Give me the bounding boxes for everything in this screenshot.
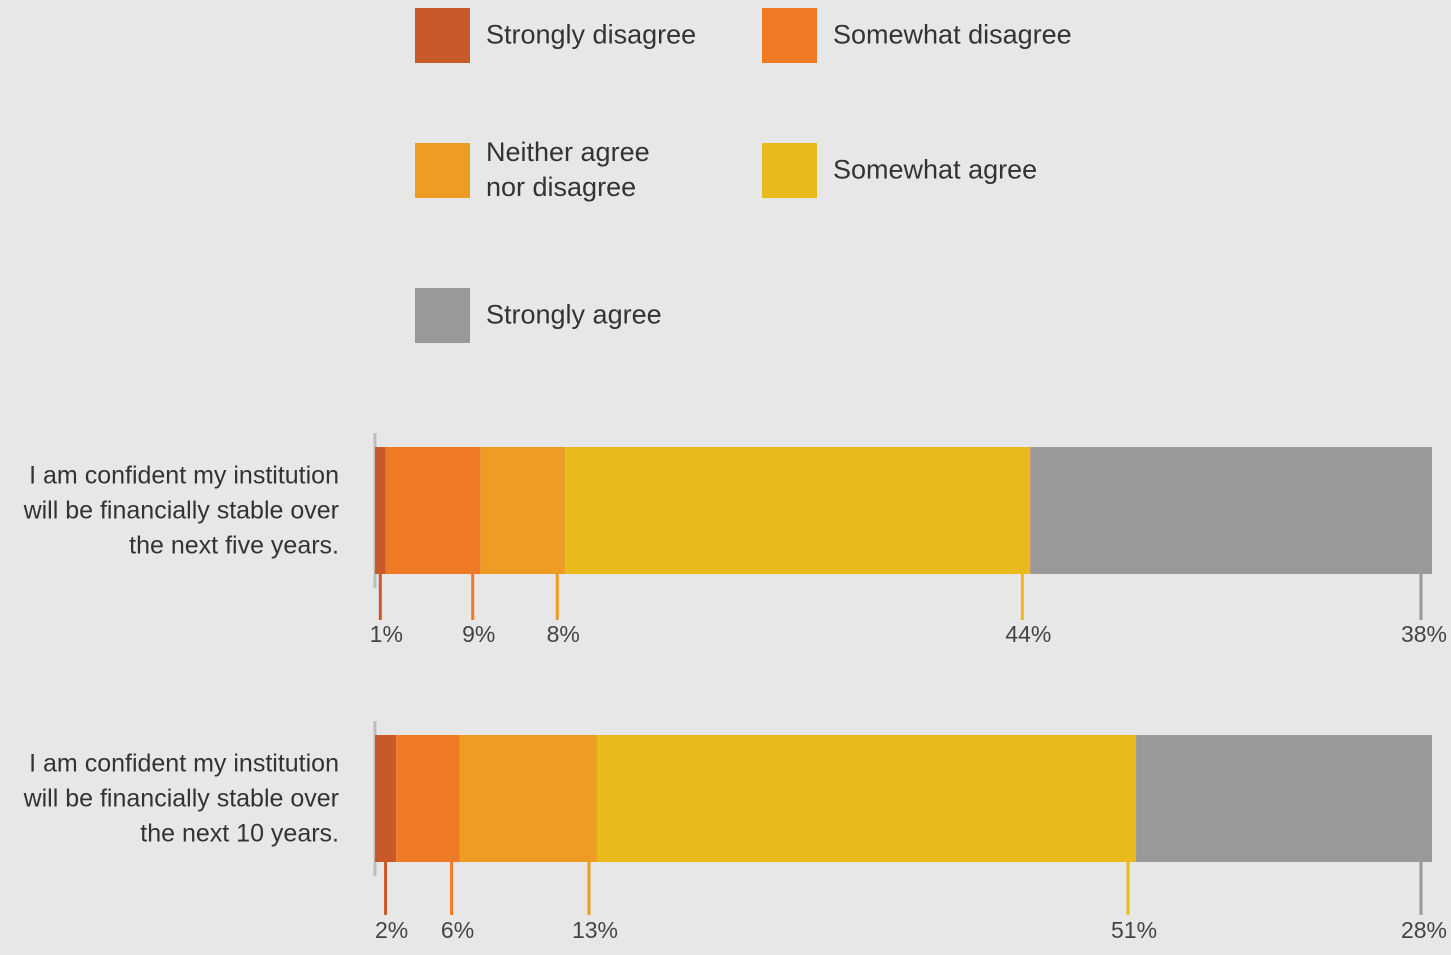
bar-segment-neither-agree-nor-disagree: [480, 447, 566, 574]
value-label: 9%: [462, 621, 495, 647]
value-label: 13%: [572, 917, 618, 943]
category-label: will be financially stable over: [23, 497, 339, 525]
legend-swatch: [762, 143, 817, 198]
plot-area: I am confident my institution will be fin…: [23, 433, 1447, 943]
legend-swatch: [415, 143, 470, 198]
legend-label: Neither agree: [486, 137, 650, 167]
value-label: 28%: [1401, 917, 1447, 943]
bar-segment-somewhat-agree: [596, 735, 1137, 862]
bar-segment-strongly-agree: [1136, 735, 1432, 862]
bar-group-2: I am confident my institution will be fin…: [23, 721, 1447, 943]
legend-item-strongly-disagree: Strongly disagree: [415, 8, 696, 63]
value-label: 38%: [1401, 621, 1447, 647]
legend-item-somewhat-disagree: Somewhat disagree: [762, 8, 1072, 63]
bar-segment-strongly-disagree: [375, 735, 397, 862]
category-label: will be financially stable over: [23, 785, 339, 813]
legend: Strongly disagree Somewhat disagree Neithe…: [415, 8, 1072, 343]
value-label: 51%: [1111, 917, 1157, 943]
bar-segment-somewhat-agree: [565, 447, 1031, 574]
legend-label: nor disagree: [486, 172, 636, 202]
legend-swatch: [762, 8, 817, 63]
legend-item-neither-agree-nor-disagree: Neither agree nor disagree: [415, 137, 650, 202]
value-label: 2%: [375, 917, 408, 943]
category-label: I am confident my institution: [29, 750, 339, 778]
value-label: 44%: [1005, 621, 1051, 647]
legend-item-strongly-agree: Strongly agree: [415, 288, 662, 343]
legend-label: Somewhat disagree: [833, 20, 1072, 50]
bar-segment-strongly-agree: [1030, 447, 1432, 574]
category-label: the next five years.: [129, 532, 339, 560]
legend-label: Strongly agree: [486, 300, 662, 330]
legend-label: Strongly disagree: [486, 20, 696, 50]
value-label: 8%: [547, 621, 580, 647]
legend-swatch: [415, 288, 470, 343]
bar-segment-strongly-disagree: [375, 447, 386, 574]
bar-group-1: I am confident my institution will be fin…: [23, 433, 1447, 647]
bar-segment-somewhat-disagree: [396, 735, 460, 862]
bar-segment-somewhat-disagree: [385, 447, 481, 574]
legend-label: Somewhat agree: [833, 155, 1037, 185]
bar-segment-neither-agree-nor-disagree: [459, 735, 597, 862]
value-label: 6%: [441, 917, 474, 943]
category-label: I am confident my institution: [29, 462, 339, 490]
category-label: the next 10 years.: [140, 820, 339, 848]
value-label: 1%: [370, 621, 403, 647]
legend-swatch: [415, 8, 470, 63]
legend-item-somewhat-agree: Somewhat agree: [762, 143, 1037, 198]
